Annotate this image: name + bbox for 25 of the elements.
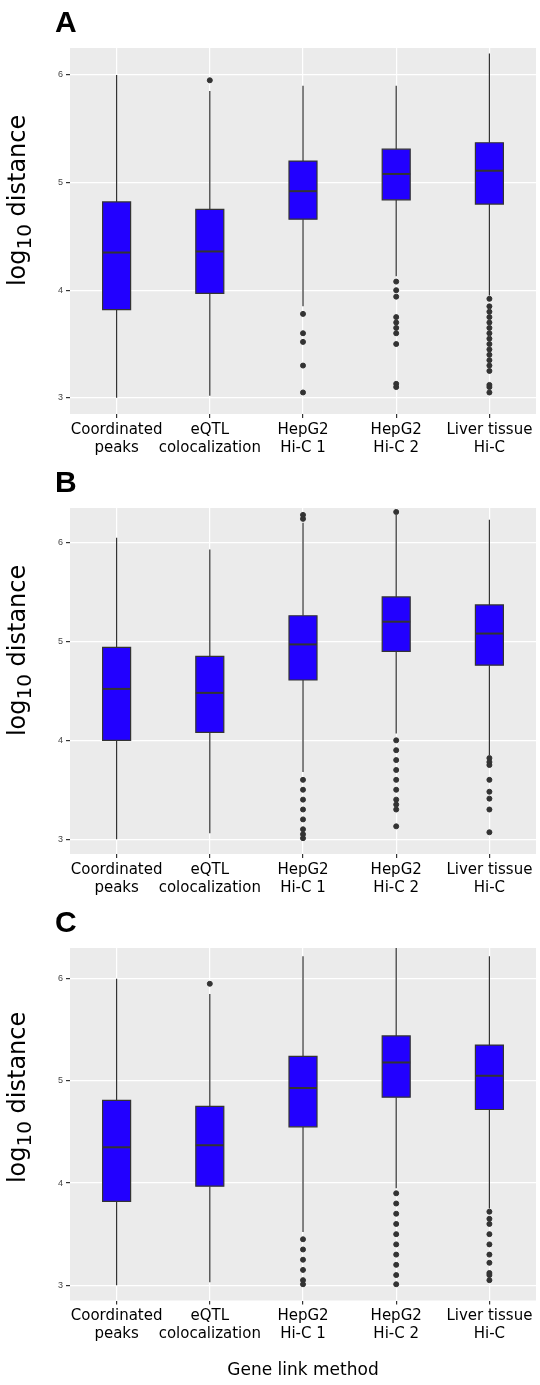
y-tick-label: 4 [57, 734, 64, 745]
x-tick-label: HepG2 Hi-C 2 [370, 419, 422, 456]
y-tick-label: 5 [57, 1075, 64, 1086]
y-tick-label: 6 [57, 537, 64, 548]
x-tick-label: Liver tissue Hi-C [446, 859, 533, 896]
y-tick-label: 6 [57, 973, 64, 984]
chart-title: C [55, 905, 77, 939]
y-tick-label: 6 [57, 69, 64, 80]
y-tick-label: 3 [57, 1279, 64, 1290]
y-tick-label: 4 [57, 1177, 64, 1188]
y-tick-label: 4 [57, 284, 64, 295]
y-tick-label: 5 [57, 635, 64, 646]
y-tick-label: 3 [57, 392, 64, 403]
x-tick-label: HepG2 Hi-C 1 [277, 859, 329, 896]
x-tick-label: Liver tissue Hi-C [446, 419, 533, 456]
chart-title: A [55, 5, 77, 39]
chart-title: B [55, 465, 77, 499]
x-tick-label: HepG2 Hi-C 2 [370, 1306, 422, 1343]
x-tick-label: HepG2 Hi-C 1 [277, 419, 329, 456]
x-tick-label: HepG2 Hi-C 1 [277, 1306, 329, 1343]
y-tick-label: 5 [57, 177, 64, 188]
x-tick-label: Liver tissue Hi-C [446, 1306, 533, 1343]
x-tick-label: HepG2 Hi-C 2 [370, 859, 422, 896]
y-tick-label: 3 [57, 833, 64, 844]
x-axis-title: Gene link method [227, 1359, 379, 1380]
